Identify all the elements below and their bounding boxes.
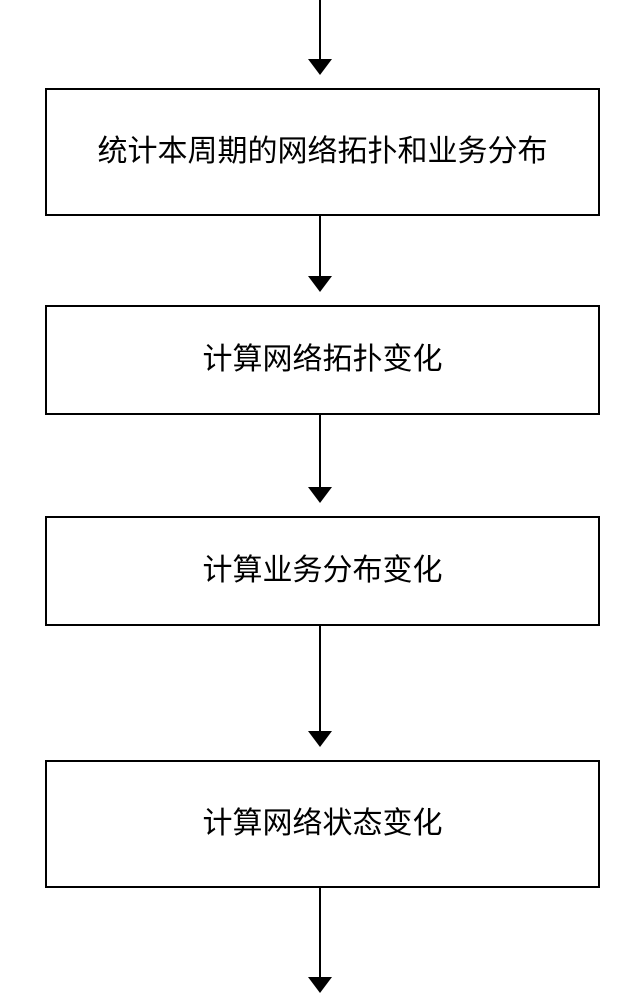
arrow-head-3 (308, 731, 332, 747)
flow-box-3: 计算业务分布变化 (45, 516, 600, 626)
arrow-head-4 (308, 977, 332, 993)
arrow-line-4 (319, 888, 321, 977)
flow-box-2: 计算网络拓扑变化 (45, 305, 600, 415)
arrow-line-2 (319, 415, 321, 487)
flow-box-3-label: 计算业务分布变化 (203, 550, 443, 592)
flow-box-1: 统计本周期的网络拓扑和业务分布 (45, 88, 600, 216)
flow-box-2-label: 计算网络拓扑变化 (203, 339, 443, 381)
arrow-head-2 (308, 487, 332, 503)
flow-box-4: 计算网络状态变化 (45, 760, 600, 888)
arrow-head-0 (308, 59, 332, 75)
flow-box-4-label: 计算网络状态变化 (203, 803, 443, 845)
arrow-line-1 (319, 216, 321, 276)
flow-box-1-label: 统计本周期的网络拓扑和业务分布 (98, 131, 548, 173)
arrow-line-3 (319, 626, 321, 731)
flowchart-container: 统计本周期的网络拓扑和业务分布 计算网络拓扑变化 计算业务分布变化 计算网络状态… (0, 0, 641, 1000)
arrow-line-0 (319, 0, 321, 59)
arrow-head-1 (308, 276, 332, 292)
